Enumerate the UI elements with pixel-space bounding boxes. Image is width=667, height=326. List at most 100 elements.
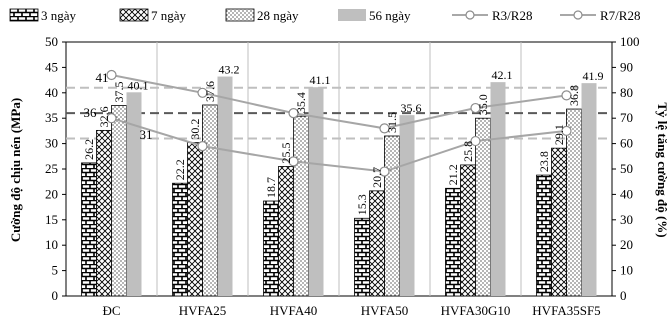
- x-tick-label: HVFA50: [361, 303, 408, 318]
- bar-value-label: 20.7: [370, 167, 384, 188]
- legend-item: 56 ngày: [338, 8, 411, 23]
- y2-tick-label: 0: [620, 288, 627, 303]
- bar-3-ngày: [263, 200, 279, 297]
- legend-swatch: [9, 8, 39, 22]
- bar-7-ngày: [369, 190, 385, 297]
- y2-tick-label: 60: [620, 136, 633, 151]
- bar-value-label: 40.1: [128, 78, 149, 92]
- bar-value-label: 32.6: [97, 106, 111, 127]
- x-tick-label: HVFA25: [179, 303, 226, 318]
- bar-value-label: 37.5: [112, 82, 126, 103]
- legend-label: R7/R28: [600, 8, 640, 23]
- y-tick-label: 15: [45, 212, 58, 227]
- ratio-point: [106, 69, 117, 81]
- y2-tick-label: 50: [620, 161, 633, 176]
- legend-item: R7/R28: [560, 8, 640, 23]
- bar-3-ngày: [536, 174, 552, 297]
- bar-value-labels: 26.2 22.2 18.7 15.3 21.2 23.8 32.6 30.2 25.5 20.7…: [82, 63, 604, 216]
- ratio-line-R7-R28: [111, 74, 567, 130]
- y2-tick-label: 10: [620, 263, 633, 278]
- legend-item: 7 ngày: [119, 8, 187, 23]
- bar-value-label: 25.5: [279, 142, 293, 163]
- x-axis: ĐC HVFA25 HVFA40 HVFA50 HVFA30G10 HVFA35SF5: [102, 303, 600, 318]
- bar-value-label: 37.6: [203, 81, 217, 102]
- legend-item: 3 ngày: [9, 8, 77, 23]
- ratio-lines: [106, 69, 572, 177]
- point-label: 41: [96, 70, 109, 85]
- ratio-point: [561, 90, 572, 101]
- bar-value-label: 23.8: [537, 151, 551, 172]
- category-separators: [156, 42, 522, 296]
- bar-56-ngày: [126, 92, 142, 297]
- bar-value-label: 35.0: [476, 94, 490, 115]
- bar-value-label: 41.1: [310, 73, 331, 87]
- y-axis-left: 0 5 10 15 20 25 30 35 40 45 50: [45, 34, 66, 303]
- y-tick-label: 20: [45, 186, 58, 201]
- legend-swatch: [338, 9, 366, 21]
- bar-28-ngày: [566, 108, 582, 297]
- bar-value-label: 21.2: [446, 164, 460, 185]
- y2-tick-label: 90: [620, 59, 633, 74]
- x-tick-label: HVFA30G10: [441, 303, 511, 318]
- y-tick-label: 5: [52, 263, 59, 278]
- legend-swatch: [225, 8, 255, 22]
- x-tick-label: ĐC: [102, 303, 120, 318]
- y-tick-label: 0: [52, 288, 59, 303]
- ratio-point: [561, 125, 572, 136]
- ratio-point: [288, 156, 299, 167]
- y2-tick-label: 70: [620, 110, 633, 125]
- legend-marker: [465, 10, 475, 20]
- bar-7-ngày: [278, 166, 294, 297]
- y-axis-title: Cường độ chịu nén (MPa): [8, 98, 23, 242]
- bar-56-ngày: [217, 76, 233, 296]
- bar-3-ngày: [81, 162, 97, 297]
- point-label: 31: [140, 127, 153, 142]
- bar-28-ngày: [293, 115, 309, 297]
- ratio-point: [379, 166, 390, 177]
- legend-label: 28 ngày: [257, 8, 299, 23]
- y-tick-label: 35: [45, 110, 58, 125]
- bar-value-label: 26.2: [82, 139, 96, 160]
- ratio-point: [470, 102, 481, 114]
- y-tick-label: 25: [45, 161, 58, 176]
- y-tick-label: 30: [45, 136, 58, 151]
- bar-3-ngày: [172, 182, 188, 297]
- legend-item: 28 ngày: [225, 8, 299, 23]
- bar-value-label: 30.2: [188, 119, 202, 140]
- x-tick-label: HVFA35SF5: [532, 303, 600, 318]
- reference-lines: [66, 86, 612, 140]
- x-tick-label: HVFA40: [270, 303, 317, 318]
- legend-label: 7 ngày: [151, 8, 187, 23]
- bar-value-label: 29.1: [552, 124, 566, 145]
- y2-tick-label: 80: [620, 85, 633, 100]
- bar-3-ngày: [354, 217, 370, 297]
- y2-tick-label: 100: [620, 34, 640, 49]
- bar-value-label: 41.9: [583, 69, 604, 83]
- ratio-point: [470, 135, 481, 147]
- bar-value-label: 35.4: [294, 92, 308, 113]
- legend-item: R3/R28: [452, 8, 532, 23]
- bar-56-ngày: [581, 83, 597, 296]
- bar-7-ngày: [187, 142, 203, 297]
- bar-56-ngày: [490, 82, 506, 297]
- bar-7-ngày: [551, 147, 567, 297]
- y-tick-label: 50: [45, 34, 58, 49]
- bar-value-label: 15.3: [355, 194, 369, 215]
- y2-tick-label: 30: [620, 212, 633, 227]
- bar-value-label: 18.7: [264, 177, 278, 198]
- y-tick-label: 40: [45, 85, 58, 100]
- bar-28-ngày: [202, 104, 218, 297]
- bar-28-ngày: [111, 105, 127, 297]
- bar-7-ngày: [460, 164, 476, 297]
- ratio-point: [379, 123, 390, 134]
- bars: [81, 76, 597, 297]
- point-labels: 36 41 31: [84, 70, 153, 142]
- y-tick-label: 45: [45, 59, 58, 74]
- bar-7-ngày: [96, 129, 112, 297]
- ratio-point: [197, 141, 208, 152]
- bar-28-ngày: [384, 135, 400, 297]
- point-label: 36: [84, 105, 98, 120]
- bar-value-label: 25.8: [461, 141, 475, 162]
